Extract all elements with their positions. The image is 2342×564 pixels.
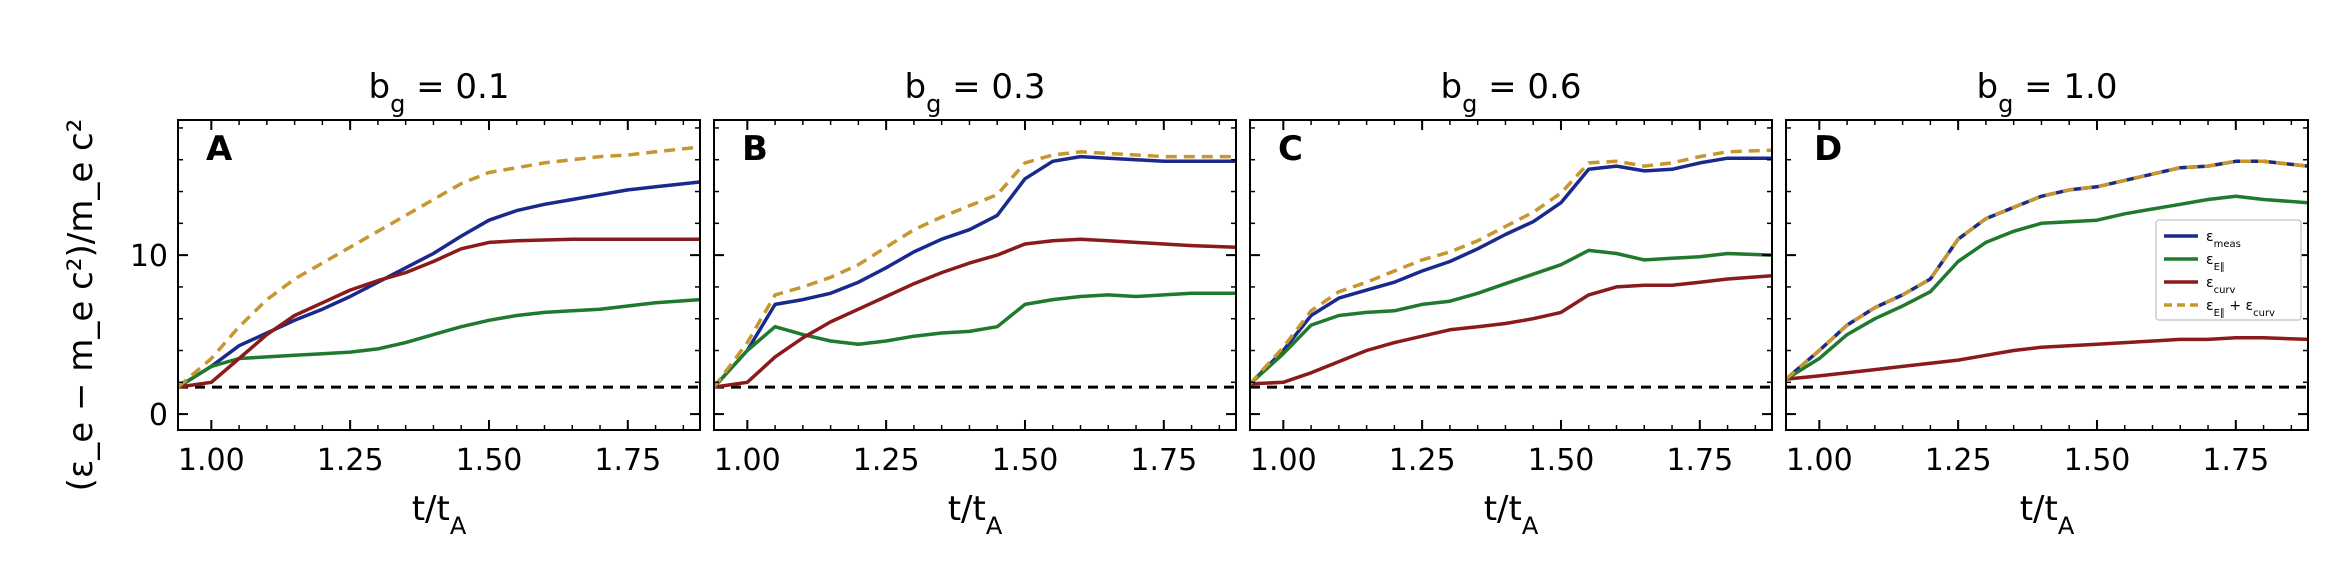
- panel-title: bg = 0.3: [904, 67, 1045, 118]
- x-tick-label: 1.50: [456, 443, 523, 478]
- x-tick-label: 1.25: [317, 443, 384, 478]
- x-tick-label: 1.25: [1389, 443, 1456, 478]
- panels-group: 1.00 1.25 1.50 1.75 0 10 Abg = 0.1 t/tA 1.00 1.25…: [130, 67, 2309, 540]
- x-tick-label: 1.75: [2202, 443, 2269, 478]
- x-tick-label: 1.75: [1666, 443, 1733, 478]
- x-tick-label: 1.00: [178, 443, 245, 478]
- x-tick-label: 1.25: [1925, 443, 1992, 478]
- series-curv-line: [178, 237, 700, 389]
- series-sum-line: [1786, 159, 2308, 381]
- series-sum-line: [714, 150, 1236, 389]
- series-epar-line: [714, 291, 1236, 389]
- x-axis-label: t/tA: [948, 489, 1003, 540]
- curves: [1786, 159, 2308, 389]
- series-sum-line: [178, 145, 700, 389]
- panel-title: bg = 1.0: [1976, 67, 2117, 118]
- y-axis-label: (ε_e − m_e c²)/m_e c²: [61, 119, 101, 492]
- x-tick-label: 1.75: [594, 443, 661, 478]
- legend-label-meas: εmeas: [2206, 229, 2241, 250]
- panel-D: 1.00 1.25 1.50 1.75 Dbg = 1.0 t/tA: [1785, 67, 2309, 540]
- x-tick-label: 1.00: [1250, 443, 1317, 478]
- panel-title: bg = 0.6: [1440, 67, 1581, 118]
- panel-letter: B: [742, 129, 768, 169]
- series-sum-line: [1250, 148, 1772, 386]
- panel-A: 1.00 1.25 1.50 1.75 0 10 Abg = 0.1 t/tA: [130, 67, 701, 540]
- panel-title: bg = 0.1: [368, 67, 509, 118]
- axes-frame: [177, 119, 701, 431]
- legend-label-epar: εE∥: [2206, 252, 2225, 273]
- x-tick-label: 1.50: [992, 443, 1059, 478]
- x-tick-label: 1.00: [714, 443, 781, 478]
- series-meas-line: [1250, 156, 1772, 386]
- x-axis-label: t/tA: [1484, 489, 1539, 540]
- series-epar-line: [178, 297, 700, 389]
- y-tick-label: 10: [130, 239, 168, 274]
- legend-label-sum: εE∥ + εcurv: [2206, 298, 2275, 319]
- series-epar-line: [1250, 248, 1772, 386]
- axes-frame: [1785, 119, 2309, 431]
- series-curv-line: [1250, 274, 1772, 386]
- x-axis-label: t/tA: [412, 489, 467, 540]
- curves: [714, 150, 1236, 389]
- panel-letter: A: [206, 129, 233, 169]
- x-tick-label: 1.50: [2064, 443, 2131, 478]
- x-tick-label: 1.50: [1528, 443, 1595, 478]
- panel-letter: C: [1278, 129, 1303, 169]
- curves: [178, 145, 700, 389]
- x-tick-label: 1.25: [853, 443, 920, 478]
- axes-frame: [713, 119, 1237, 431]
- axes-frame: [1249, 119, 1773, 431]
- series-curv-line: [714, 237, 1236, 389]
- y-tick-label: 0: [149, 398, 168, 433]
- panel-C: 1.00 1.25 1.50 1.75 Cbg = 0.6 t/tA: [1249, 67, 1773, 540]
- curves: [1250, 148, 1772, 389]
- x-tick-label: 1.00: [1786, 443, 1853, 478]
- panel-letter: D: [1814, 129, 1842, 169]
- legend-label-curv: εcurv: [2206, 275, 2236, 296]
- series-curv-line: [1786, 336, 2308, 381]
- series-meas-line: [714, 154, 1236, 389]
- legend-box: [2155, 219, 2302, 321]
- panel-B: 1.00 1.25 1.50 1.75 Bbg = 0.3 t/tA: [713, 67, 1237, 540]
- series-epar-line: [1786, 194, 2308, 381]
- x-tick-label: 1.75: [1130, 443, 1197, 478]
- x-axis-label: t/tA: [2020, 489, 2075, 540]
